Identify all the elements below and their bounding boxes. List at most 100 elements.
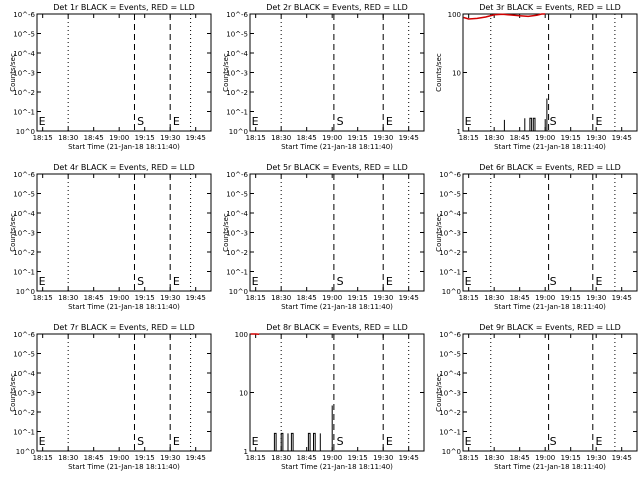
y-tick-label: 10^-3: [439, 390, 461, 398]
y-tick-label: 10^-6: [439, 171, 461, 179]
x-tick-label: 19:30: [160, 294, 180, 302]
y-tick-label: 10^-4: [226, 50, 248, 58]
panel-title: Det 6r BLACK = Events, RED = LLD: [479, 163, 621, 172]
x-tick-label: 19:15: [135, 134, 155, 142]
x-tick-label: 19:30: [160, 134, 180, 142]
x-tick-label: 19:00: [109, 134, 129, 142]
event-marker-label: S: [137, 115, 144, 128]
y-tick-label: 10^-2: [226, 89, 248, 97]
plot-frame: [462, 173, 638, 292]
y-tick-label: 10^-6: [13, 171, 35, 179]
x-tick-label: 19:15: [561, 294, 581, 302]
y-tick-label: 100: [448, 11, 461, 19]
x-tick-label: 18:15: [33, 454, 53, 462]
event-marker-label: E: [465, 435, 472, 448]
y-axis-label: Counts/sec: [435, 53, 443, 92]
y-tick-label: 10^-3: [13, 390, 35, 398]
event-marker-label: E: [386, 275, 393, 288]
panel-title: Det 3r BLACK = Events, RED = LLD: [479, 3, 621, 12]
y-tick-label: 10^-2: [13, 249, 35, 257]
y-tick-label: 10^-1: [439, 269, 461, 277]
y-axis-label: Counts/sec: [222, 213, 230, 252]
x-tick-label: 19:45: [399, 454, 419, 462]
x-tick-label: 19:15: [348, 454, 368, 462]
plot-frame: [249, 173, 425, 292]
event-marker-label: E: [39, 435, 46, 448]
x-tick-label: 18:45: [510, 294, 530, 302]
y-tick-label: 10^-2: [439, 409, 461, 417]
y-tick-label: 10^-5: [226, 31, 248, 39]
x-tick-label: 18:15: [33, 134, 53, 142]
x-tick-label: 18:30: [484, 454, 504, 462]
event-marker-label: E: [39, 275, 46, 288]
y-tick-label: 10^-3: [13, 230, 35, 238]
y-tick-label: 100: [235, 331, 248, 339]
detector-panel: Det 8r BLACK = Events, RED = LLD 18:15 18:…: [235, 323, 425, 471]
y-tick-label: 10^-4: [439, 370, 461, 378]
y-tick-label: 10^-1: [226, 269, 248, 277]
x-tick-label: 19:30: [373, 454, 393, 462]
event-marker-label: E: [252, 115, 259, 128]
event-marker-label: E: [595, 275, 602, 288]
y-tick-label: 10^-5: [439, 191, 461, 199]
event-marker-label: E: [252, 435, 259, 448]
y-tick-label: 10^0: [442, 288, 461, 296]
x-tick-label: 18:45: [84, 134, 104, 142]
event-marker-label: S: [550, 275, 557, 288]
event-marker-label: S: [337, 435, 344, 448]
x-tick-label: 19:45: [186, 134, 206, 142]
y-tick-label: 10^-5: [226, 191, 248, 199]
event-marker-label: E: [252, 275, 259, 288]
y-tick-label: 10^0: [229, 128, 248, 136]
x-tick-label: 18:45: [84, 294, 104, 302]
x-tick-label: 19:00: [322, 134, 342, 142]
detector-panel: Det 4r BLACK = Events, RED = LLD 18:15 18:…: [9, 163, 212, 311]
x-axis-label: Start Time (21-Jan-18 18:11:40): [68, 303, 180, 311]
event-marker-label: S: [337, 275, 344, 288]
x-tick-label: 19:00: [535, 134, 555, 142]
x-tick-label: 19:45: [186, 454, 206, 462]
y-tick-label: 10^0: [16, 128, 35, 136]
y-tick-label: 10^-1: [13, 429, 35, 437]
x-tick-label: 19:00: [322, 294, 342, 302]
y-tick-label: 10^-2: [13, 89, 35, 97]
y-tick-label: 10^-6: [226, 171, 248, 179]
x-tick-label: 18:15: [459, 294, 479, 302]
detector-panel: Det 1r BLACK = Events, RED = LLD 18:15 18:…: [9, 3, 212, 151]
x-axis-label: Start Time (21-Jan-18 18:11:40): [281, 463, 393, 471]
y-tick-label: 10^-1: [226, 109, 248, 117]
lld-series-line: [463, 13, 546, 20]
event-marker-label: E: [386, 435, 393, 448]
x-tick-label: 19:30: [586, 454, 606, 462]
y-tick-label: 10^-4: [13, 50, 35, 58]
x-tick-label: 19:15: [348, 134, 368, 142]
x-tick-label: 18:15: [33, 294, 53, 302]
event-marker-label: S: [137, 435, 144, 448]
detector-panel: Det 9r BLACK = Events, RED = LLD 18:15 18:…: [435, 323, 638, 471]
x-tick-label: 18:45: [84, 454, 104, 462]
y-tick-label: 10^0: [442, 448, 461, 456]
x-axis-label: Start Time (21-Jan-18 18:11:40): [68, 463, 180, 471]
x-tick-label: 18:15: [459, 134, 479, 142]
detector-panel: Det 5r BLACK = Events, RED = LLD 18:15 18:…: [222, 163, 425, 311]
events-series-line: [503, 98, 548, 132]
y-tick-label: 10^-3: [226, 230, 248, 238]
y-axis-label: Counts/sec: [222, 53, 230, 92]
y-tick-label: 10^-2: [226, 249, 248, 257]
x-tick-label: 19:45: [612, 294, 632, 302]
x-tick-label: 19:15: [561, 134, 581, 142]
x-tick-label: 19:00: [535, 454, 555, 462]
panel-title: Det 9r BLACK = Events, RED = LLD: [479, 323, 621, 332]
x-tick-label: 18:30: [58, 294, 78, 302]
y-tick-label: 10^-4: [226, 210, 248, 218]
y-tick-label: 10^-4: [13, 210, 35, 218]
x-axis-label: Start Time (21-Jan-18 18:11:40): [494, 463, 606, 471]
y-tick-label: 10: [452, 70, 461, 78]
event-marker-label: S: [550, 115, 557, 128]
x-tick-label: 18:30: [271, 454, 291, 462]
event-marker-label: S: [137, 275, 144, 288]
event-marker-label: E: [173, 275, 180, 288]
x-tick-label: 18:15: [246, 294, 266, 302]
events-series-line: [273, 405, 333, 452]
